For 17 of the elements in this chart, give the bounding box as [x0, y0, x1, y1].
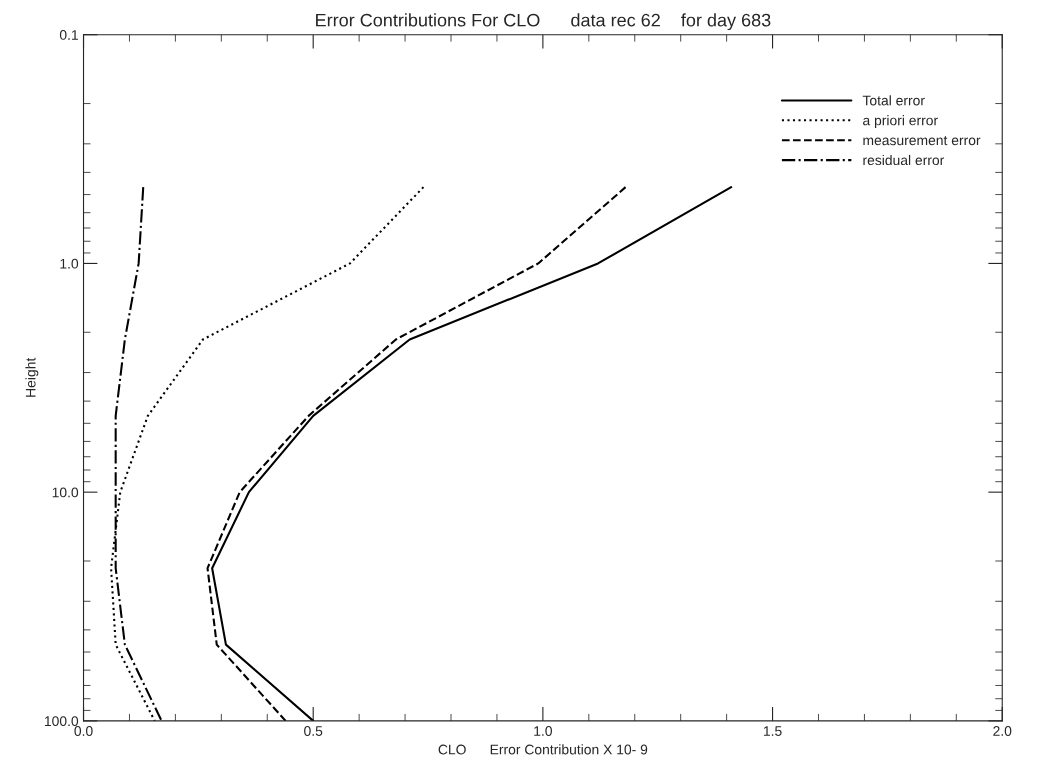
y-axis-title: Height [25, 357, 39, 397]
y-tick-label: 1.0 [60, 258, 79, 269]
y-tick-label: 100.0 [44, 716, 79, 727]
x-axis-title: CLO Error Contribution X 10- 9 [438, 744, 648, 755]
x-tick-label: 2.0 [993, 726, 1012, 736]
text: Total error [862, 95, 925, 106]
line-series [211, 186, 733, 721]
x-tick-label: 1.5 [763, 726, 782, 736]
y-tick-label: 10.0 [52, 487, 79, 498]
x-tick-label: 1.0 [534, 726, 552, 736]
y-tick-label: 0.1 [59, 30, 78, 40]
text: a priori error [863, 115, 938, 129]
x-tick-label: 0.0 [74, 726, 93, 736]
text: measurement error [863, 136, 981, 146]
x-tick-label: 0.5 [304, 726, 323, 736]
chart-title: Error Contributions For CLO data rec 62 for day 683 [316, 13, 771, 31]
text: residual error [863, 154, 945, 166]
